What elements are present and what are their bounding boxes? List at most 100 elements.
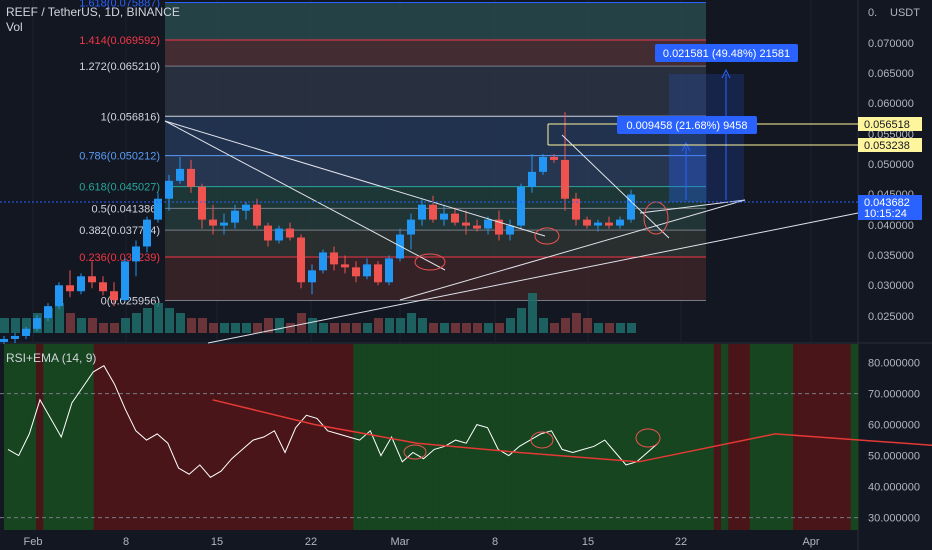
rsi-background-segment	[418, 344, 426, 530]
rsi-background-segment	[7, 344, 15, 530]
volume-bar	[66, 313, 75, 333]
rsi-background-segment	[410, 344, 419, 530]
fib-level-label: 0.5(0.041386)	[92, 203, 161, 215]
rsi-background-segment	[93, 344, 102, 530]
rsi-background-segment	[396, 344, 405, 530]
candle-body	[33, 318, 41, 329]
rsi-background-segment	[447, 344, 455, 530]
candle-body	[506, 225, 514, 235]
candle-body	[319, 252, 327, 271]
rsi-background-segment	[663, 344, 672, 530]
measure-box	[669, 146, 707, 202]
candle-body	[539, 156, 547, 172]
rsi-background-segment	[21, 344, 30, 530]
rsi-background-segment	[800, 344, 809, 530]
volume-bar	[451, 323, 460, 333]
volume-bar	[440, 323, 449, 333]
rsi-background-segment	[295, 344, 304, 530]
rsi-axis-label: 30.000000	[868, 513, 920, 525]
candle-body	[616, 219, 624, 226]
rsi-background-segment	[742, 344, 751, 530]
rsi-background-segment	[122, 344, 131, 530]
rsi-background-segment	[684, 344, 693, 530]
rsi-background-segment	[144, 344, 152, 530]
candle-body	[121, 261, 129, 301]
rsi-background-segment	[627, 344, 635, 530]
volume-bar	[550, 323, 559, 333]
rsi-ema-line	[212, 399, 932, 463]
rsi-background-segment	[245, 344, 253, 530]
rsi-background-segment	[158, 344, 167, 530]
volume-bar	[110, 323, 119, 333]
rsi-background-segment	[43, 344, 51, 530]
chart-header: REEF / TetherUS, 1D, BINANCE Vol	[6, 5, 180, 35]
fib-zone	[165, 40, 706, 67]
rsi-axis-label: 70.000000	[868, 389, 920, 401]
volume-bar	[187, 318, 196, 333]
candle-body	[440, 213, 448, 220]
volume-bar	[539, 318, 548, 333]
volume-bar	[286, 323, 295, 333]
time-axis-label: 22	[305, 536, 317, 548]
rsi-background-segment	[836, 344, 845, 530]
trend-line	[207, 212, 859, 344]
rsi-background-segment	[454, 344, 462, 530]
volume-bar	[0, 318, 9, 333]
candle-body	[264, 225, 272, 241]
rsi-background-segment	[129, 344, 138, 530]
measure-arrow-head	[721, 68, 731, 79]
volume-bar	[429, 323, 438, 333]
volume-bar	[132, 313, 141, 333]
rsi-axis-label: 80.000000	[868, 358, 920, 370]
currency-label: USDT	[890, 7, 920, 19]
rsi-background-segment	[324, 344, 333, 530]
rsi-background-segment	[778, 344, 787, 530]
rsi-background-segment	[173, 344, 181, 530]
rsi-highlight-ellipse	[403, 444, 427, 460]
time-axis-label: 8	[492, 536, 498, 548]
fib-level-label: 0.618(0.045027)	[79, 182, 160, 194]
volume-bar	[561, 318, 570, 333]
price-tag-label: 10:15:24	[864, 208, 907, 220]
rsi-background-segment	[425, 344, 434, 530]
candle-body	[88, 276, 96, 283]
volume-bar	[616, 323, 625, 333]
rsi-background-segment	[64, 344, 73, 530]
rsi-background-segment	[504, 344, 513, 530]
measure-label-box	[617, 116, 757, 134]
time-axis-label: 15	[211, 536, 223, 548]
volume-bar	[396, 318, 405, 333]
fib-level-label: 1.272(0.065210)	[79, 61, 160, 73]
price-tag	[858, 206, 922, 220]
rsi-highlight-ellipse	[635, 428, 661, 448]
rsi-background-segment	[439, 344, 448, 530]
candle-body	[165, 180, 173, 199]
volume-bar	[99, 323, 108, 333]
rsi-background-segment	[187, 344, 196, 530]
candle-body	[209, 219, 217, 226]
rsi-background-segment	[519, 344, 527, 530]
volume-bar	[506, 318, 515, 333]
rsi-background-segment	[749, 344, 758, 530]
rsi-background-segment	[50, 344, 59, 530]
rsi-background-segment	[165, 344, 174, 530]
price-axis-label: 0.035000	[868, 250, 914, 262]
rsi-background-segment	[533, 344, 542, 530]
price-axis-label: 0.065000	[868, 68, 914, 80]
rsi-background-segment	[115, 344, 124, 530]
fib-zone	[165, 155, 706, 187]
candle-body	[429, 204, 437, 220]
rsi-background-segment	[721, 344, 729, 530]
time-axis-label: Mar	[391, 536, 410, 548]
rsi-background-segment	[367, 344, 376, 530]
measure-label: 0.021581 (49.48%) 21581	[663, 48, 790, 60]
rsi-background-segment	[432, 344, 441, 530]
volume-bar	[418, 318, 427, 333]
rsi-background-segment	[771, 344, 780, 530]
candle-body	[297, 237, 305, 283]
trend-line	[561, 134, 670, 239]
volume-bar	[594, 323, 603, 333]
volume-bar	[11, 318, 20, 333]
rsi-line	[7, 365, 659, 478]
